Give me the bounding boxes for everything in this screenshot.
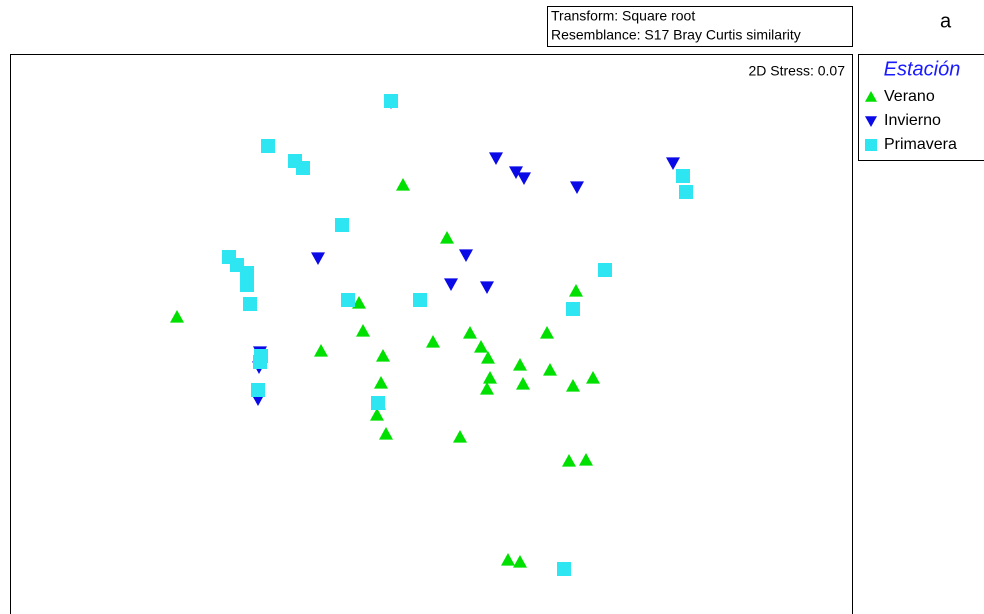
stress-annotation: 2D Stress: 0.07 [749, 63, 846, 79]
header-box [547, 6, 853, 47]
point [679, 185, 693, 199]
point [463, 326, 477, 339]
point [480, 382, 494, 395]
legend-marker [865, 91, 877, 102]
point [566, 302, 580, 316]
point [253, 355, 267, 369]
point [384, 94, 398, 108]
point [341, 293, 355, 307]
point [240, 278, 254, 292]
point [481, 351, 495, 364]
point [540, 326, 554, 339]
point [251, 383, 265, 397]
point [480, 281, 494, 294]
point [243, 297, 257, 311]
point [666, 157, 680, 170]
point [516, 377, 530, 390]
point [444, 278, 458, 291]
point [459, 249, 473, 262]
point [396, 178, 410, 191]
point [474, 340, 488, 353]
point [579, 453, 593, 466]
header-line: Transform: Square root [551, 8, 695, 24]
point [379, 427, 393, 440]
point [513, 555, 527, 568]
point [240, 266, 254, 280]
point [569, 284, 583, 297]
point [352, 296, 366, 309]
point [483, 371, 497, 384]
point [543, 363, 557, 376]
point [562, 454, 576, 467]
point [676, 169, 690, 183]
point [376, 349, 390, 362]
point [261, 139, 275, 153]
legend-box [858, 54, 984, 161]
plot-frame [10, 54, 853, 614]
legend-marker [865, 116, 877, 127]
point [557, 562, 571, 576]
point [489, 152, 503, 165]
legend-marker [865, 139, 877, 151]
legend-label: Invierno [884, 112, 941, 129]
legend-label: Primavera [884, 136, 957, 153]
point [426, 335, 440, 348]
point [356, 324, 370, 337]
point [513, 358, 527, 371]
point [517, 172, 531, 185]
point [509, 166, 523, 179]
point [570, 181, 584, 194]
header-line: Resemblance: S17 Bray Curtis similarity [551, 27, 801, 43]
point [314, 344, 328, 357]
point [598, 263, 612, 277]
point [586, 371, 600, 384]
point [501, 553, 515, 566]
point [335, 218, 349, 232]
point [371, 396, 385, 410]
point [296, 161, 310, 175]
point [440, 231, 454, 244]
panel-label: a [940, 10, 952, 32]
point [170, 310, 184, 323]
point [374, 376, 388, 389]
point [413, 293, 427, 307]
point [453, 430, 467, 443]
point [311, 252, 325, 265]
point [566, 379, 580, 392]
legend-title: Estación [884, 58, 961, 80]
point [370, 408, 384, 421]
legend-label: Verano [884, 88, 935, 105]
